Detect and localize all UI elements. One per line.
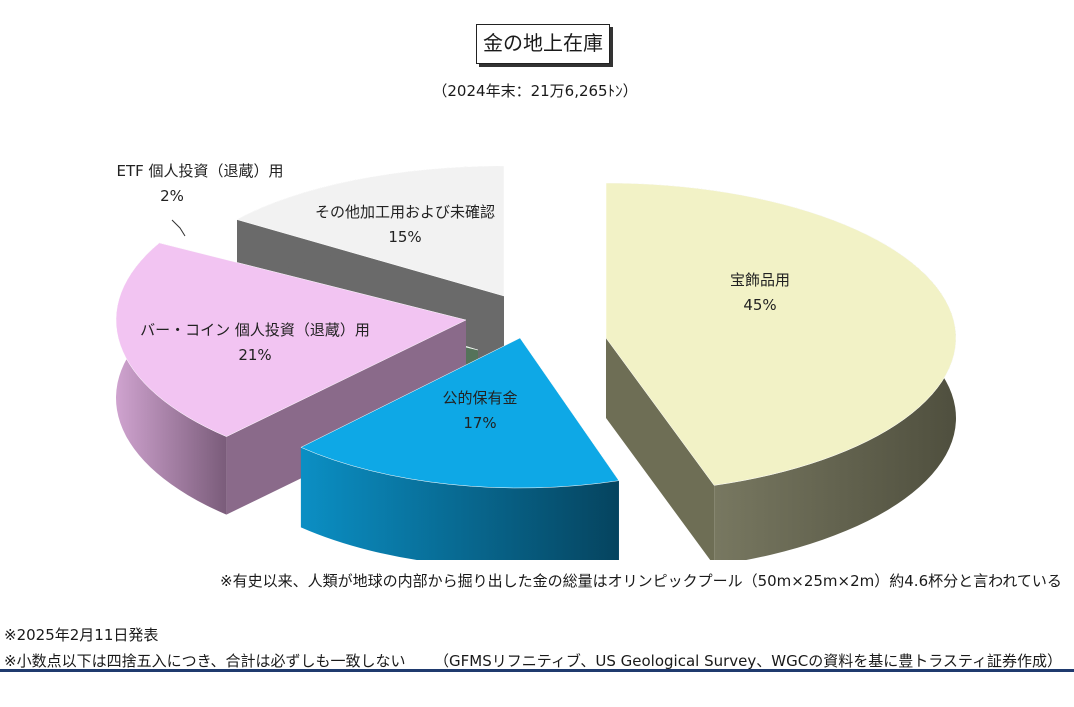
slice-label: その他加工用および未確認 xyxy=(315,203,495,221)
slice-side-wall xyxy=(606,338,715,560)
slice-outer-wall xyxy=(300,447,619,560)
slice-value-label: 45% xyxy=(743,296,776,314)
pie-chart: 宝飾品用 45% 公的保有金 17% バー・コイン 個人投資（退蔵）用 21% ETF 個人… xyxy=(115,162,957,560)
pie-slice xyxy=(300,337,620,560)
slice-top-face xyxy=(115,242,467,437)
slice-top-face xyxy=(300,337,620,489)
slice-top-face xyxy=(605,182,957,486)
slice-value-label: 2% xyxy=(160,187,184,205)
release-date-note: ※2025年2月11日発表 xyxy=(4,626,159,644)
slice-value-label: 15% xyxy=(388,228,421,246)
slice-label: バー・コイン 個人投資（退蔵）用 xyxy=(140,321,370,339)
rounding-note: ※小数点以下は四捨五入につき、合計は必ずしも一致しない xyxy=(4,652,406,670)
olympic-pool-note: ※有史以来、人類が地球の内部から掘り出した金の総量はオリンピックプール（50m×… xyxy=(220,572,1062,590)
chart-subtitle: （2024年末：21万6,265ﾄﾝ） xyxy=(432,82,638,100)
slice-value-label: 17% xyxy=(463,414,496,432)
slice-label: ETF 個人投資（退蔵）用 xyxy=(116,162,283,180)
etf-leader-line xyxy=(171,219,186,237)
bottom-divider xyxy=(0,669,1074,672)
source-note: （GFMSリフニティブ、US Geological Survey、WGCの資料を… xyxy=(434,652,1062,670)
slice-top-face xyxy=(236,165,505,297)
slice-label: 宝飾品用 xyxy=(730,271,790,289)
slice-value-label: 21% xyxy=(238,346,271,364)
slice-label: 公的保有金 xyxy=(442,389,517,407)
chart-title: 金の地上在庫 xyxy=(476,24,610,64)
pie-slice xyxy=(605,182,957,560)
pie-slice xyxy=(115,242,467,515)
